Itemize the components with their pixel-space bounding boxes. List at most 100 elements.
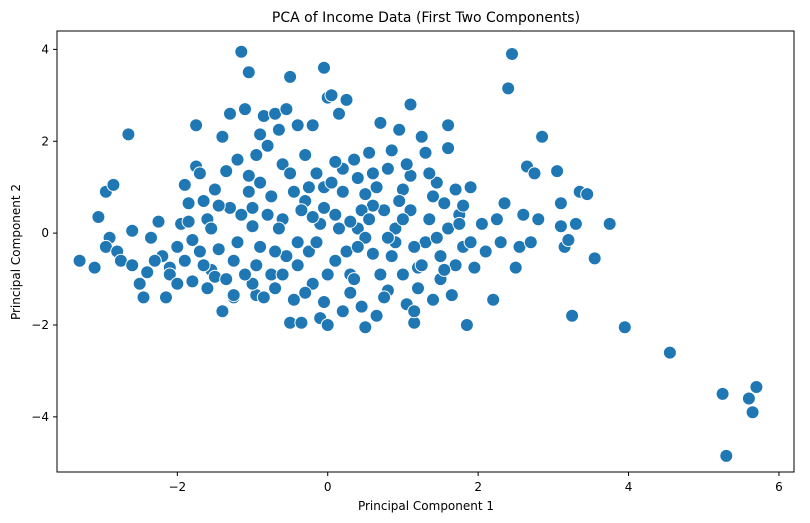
x-tick-label: 2 [474, 480, 482, 494]
data-point [256, 290, 271, 305]
data-point [301, 180, 316, 195]
data-point [362, 145, 377, 160]
data-point [256, 109, 271, 123]
data-point [211, 198, 226, 213]
data-point [309, 235, 324, 250]
data-point [151, 214, 166, 229]
data-point [181, 214, 196, 229]
data-point [395, 267, 410, 282]
data-point [207, 182, 222, 197]
data-point [553, 219, 568, 234]
data-point [429, 230, 444, 245]
data-point [550, 164, 565, 179]
data-point [271, 221, 286, 236]
data-point [347, 152, 362, 167]
data-point [350, 239, 365, 254]
data-point [384, 143, 399, 158]
data-point [200, 281, 215, 296]
data-point [426, 189, 440, 204]
data-point [362, 212, 377, 227]
data-point [328, 207, 343, 222]
data-point [294, 315, 309, 330]
data-point [320, 318, 335, 332]
data-point [290, 118, 305, 133]
data-point [332, 106, 346, 121]
data-point [335, 184, 350, 199]
data-point [215, 304, 230, 319]
data-point [260, 138, 275, 153]
data-point [365, 246, 380, 261]
data-point [474, 216, 489, 231]
x-tick-label: 0 [324, 480, 332, 494]
data-point [136, 290, 151, 305]
x-tick-label: 6 [775, 480, 783, 494]
data-point [448, 182, 463, 197]
data-point [418, 145, 433, 160]
data-point [279, 102, 294, 117]
data-point [403, 97, 418, 112]
data-point [531, 212, 546, 227]
data-point [271, 122, 286, 137]
data-point [140, 265, 155, 280]
data-point [426, 292, 440, 307]
data-point [399, 157, 414, 172]
data-point [380, 161, 395, 176]
data-point [358, 320, 373, 335]
data-point [309, 166, 324, 181]
data-point [332, 221, 346, 236]
data-point [456, 198, 471, 213]
data-point [565, 308, 580, 323]
data-point [505, 47, 519, 61]
data-point [617, 320, 632, 335]
data-point [294, 203, 309, 218]
chart-title: PCA of Income Data (First Two Components… [272, 10, 580, 26]
data-point [501, 81, 516, 96]
data-point [241, 65, 256, 80]
data-point [433, 249, 448, 264]
data-point [437, 196, 452, 211]
data-point [290, 258, 305, 273]
data-point [516, 207, 531, 222]
plot-frame [56, 30, 795, 473]
y-tick-label: −4 [31, 410, 49, 424]
data-point [219, 272, 234, 287]
data-point [568, 216, 583, 231]
data-point [159, 290, 173, 305]
data-point [185, 274, 200, 289]
data-point [343, 214, 358, 229]
y-axis-ticks: −4 −2 0 2 4 [31, 42, 57, 424]
data-point [234, 44, 249, 59]
data-point [478, 244, 493, 259]
data-point [283, 166, 298, 181]
data-point [238, 102, 252, 117]
data-point [226, 288, 241, 303]
data-point [290, 235, 305, 250]
data-point [268, 281, 283, 296]
data-point [662, 345, 677, 360]
y-tick-label: 2 [41, 134, 49, 148]
data-point [497, 196, 512, 211]
x-axis-ticks: −2 0 2 4 6 [168, 472, 783, 494]
data-point [196, 258, 211, 273]
data-point [459, 318, 474, 332]
data-point [347, 272, 362, 287]
data-point [147, 253, 162, 268]
data-point [741, 391, 756, 406]
data-point [493, 235, 508, 250]
data-point [275, 157, 290, 172]
y-tick-label: 4 [41, 42, 49, 56]
data-point [354, 299, 369, 314]
data-point [249, 258, 264, 273]
data-point [317, 295, 331, 309]
data-point [121, 127, 136, 142]
data-point [211, 242, 226, 257]
x-tick-label: −2 [168, 480, 186, 494]
data-point [170, 239, 185, 254]
data-point [241, 184, 256, 199]
data-point [343, 285, 358, 300]
data-point [407, 239, 422, 254]
data-point [324, 88, 339, 103]
data-point [715, 386, 730, 401]
data-point [317, 60, 331, 75]
data-point [369, 180, 384, 195]
